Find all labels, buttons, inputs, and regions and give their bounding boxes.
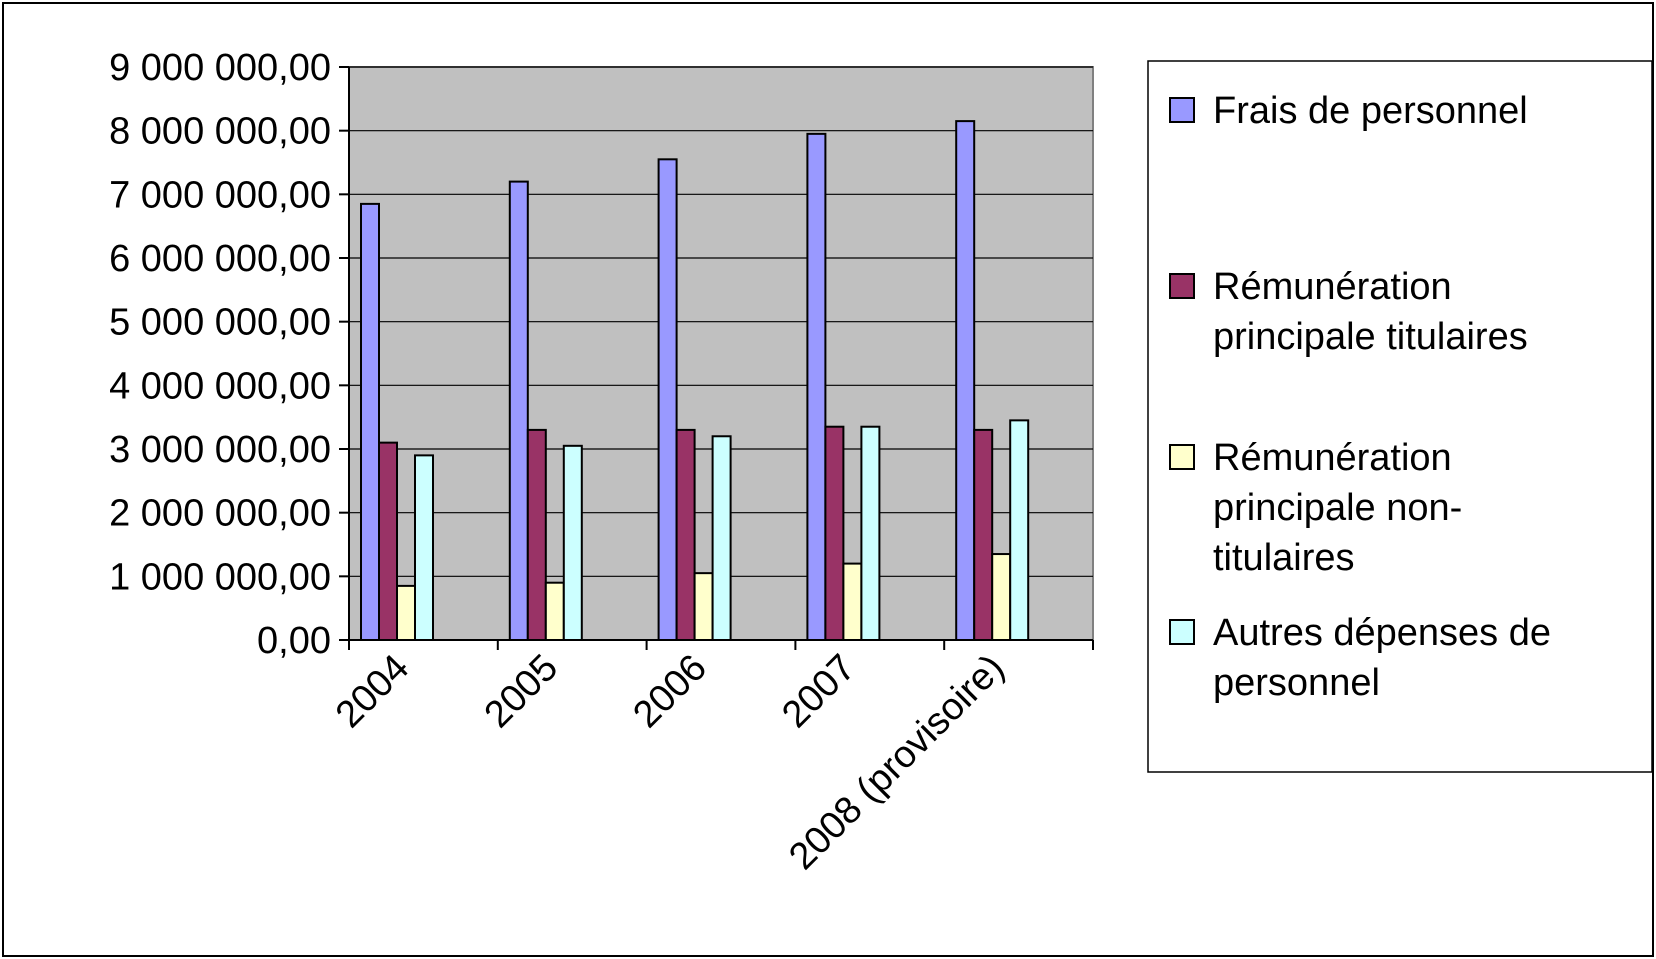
bar-2006-series-4	[711, 435, 732, 641]
legend-label-3: Rémunération principale non-titulaires	[1213, 437, 1462, 579]
legend-label-4: Autres dépenses de personnel	[1213, 612, 1551, 704]
bar-2007-series-3	[842, 562, 863, 641]
bar-2006-series-1	[657, 158, 678, 641]
y-tick-label: 3 000 000,00	[109, 429, 331, 471]
legend-label-1: Frais de personnel	[1213, 90, 1528, 132]
bar-2007-series-2	[824, 425, 845, 642]
y-tick-label: 6 000 000,00	[109, 238, 331, 280]
bar-2008-provisoire--series-1	[955, 120, 976, 642]
bar-2006-series-2	[675, 428, 696, 641]
y-tick-label: 4 000 000,00	[109, 365, 331, 407]
bar-2008-provisoire--series-4	[1009, 419, 1030, 641]
bar-2007-series-4	[860, 425, 881, 642]
bar-2008-provisoire--series-3	[991, 553, 1012, 641]
bar-2004-series-1	[360, 202, 380, 641]
y-tick-label: 7 000 000,00	[109, 174, 331, 216]
bar-2005-series-4	[562, 444, 583, 642]
bar-2005-series-1	[508, 180, 529, 641]
bar-2008-provisoire--series-2	[973, 428, 994, 641]
legend-swatch-1	[1169, 97, 1195, 123]
y-tick-label: 8 000 000,00	[109, 111, 331, 153]
legend-label-2: Rémunération principale titulaires	[1213, 266, 1528, 358]
y-tick-labels: 0,00 1 000 000,00 2 000 000,00 3 000 000,00…	[109, 47, 331, 662]
y-tick-label: 1 000 000,00	[109, 556, 331, 598]
legend: Frais de personnel Rémunération principale…	[1147, 60, 1653, 773]
bar-2005-series-2	[526, 428, 547, 641]
axes	[339, 66, 1094, 650]
bar-2004-series-2	[378, 441, 398, 641]
y-tick-label: 5 000 000,00	[109, 302, 331, 344]
bars	[360, 120, 1030, 642]
bar-2007-series-1	[806, 132, 827, 641]
y-tick-label: 9 000 000,00	[109, 47, 331, 89]
legend-swatch-2	[1169, 273, 1195, 299]
legend-swatch-4	[1169, 619, 1195, 645]
bar-2004-series-3	[396, 584, 416, 642]
bar-2004-series-4	[414, 454, 434, 641]
y-tick-label: 0,00	[257, 620, 331, 662]
bar-2006-series-3	[693, 572, 714, 642]
legend-swatch-3	[1169, 444, 1195, 470]
y-tick-label: 2 000 000,00	[109, 493, 331, 535]
legend-box	[1147, 60, 1653, 773]
bar-2005-series-3	[544, 581, 565, 642]
